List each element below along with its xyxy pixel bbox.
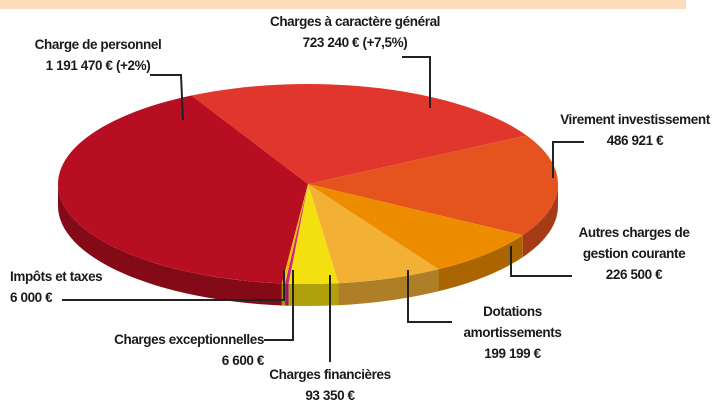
top-strip <box>0 0 686 9</box>
value-label: 486 921 € <box>606 133 664 148</box>
slice-label: Virement investissement 486 921 € <box>555 109 715 151</box>
category-label: Impôts et taxes <box>10 269 103 284</box>
category-label: Charges exceptionnelles <box>114 332 264 347</box>
leader-line <box>62 270 285 301</box>
value-label: 93 350 € <box>305 388 355 403</box>
slice-side <box>285 283 289 306</box>
slice <box>58 95 308 284</box>
slice <box>285 184 308 284</box>
value-label: 6 000 € <box>10 290 53 305</box>
category-label: Dotations amortissements <box>463 304 562 340</box>
leader-line <box>402 56 431 108</box>
value-label: 1 191 470 € (+2%) <box>45 58 151 73</box>
slice <box>308 135 558 236</box>
pie <box>58 83 558 307</box>
slice <box>288 184 339 284</box>
value-label: 723 240 € (+7,5%) <box>302 35 408 50</box>
slice-side <box>438 235 523 292</box>
slice-label: Charges financières 93 350 € <box>250 364 410 403</box>
slice-label: Dotations amortissements 199 199 € <box>455 301 570 364</box>
category-label: Charge de personnel <box>34 37 162 52</box>
slice-label: Charges à caractère général 723 240 € (+7… <box>255 11 455 53</box>
category-label: Autres charges de gestion courante <box>578 225 690 261</box>
slice-side <box>522 184 558 258</box>
slice <box>308 184 439 284</box>
category-label: Virement investissement <box>560 112 710 127</box>
leader-line <box>264 270 294 341</box>
slice <box>191 83 527 184</box>
value-label: 199 199 € <box>484 346 541 361</box>
value-label: 226 500 € <box>605 267 663 282</box>
slice-side <box>288 283 339 307</box>
slice-label: Charge de personnel 1 191 470 € (+2%) <box>18 34 178 76</box>
slice-label: Charges exceptionnelles 6 600 € <box>82 329 264 371</box>
slice <box>308 184 523 270</box>
slice-side <box>338 269 439 306</box>
leader-line <box>552 141 584 178</box>
value-label: 6 600 € <box>221 353 265 368</box>
slice-label: Autres charges de gestion courante 226 50… <box>568 222 700 285</box>
slice <box>281 184 308 284</box>
leader-line <box>150 74 184 121</box>
category-label: Charges financières <box>269 367 391 382</box>
slice-label: Impôts et taxes 6 000 € <box>10 266 150 308</box>
leader-line <box>407 270 452 323</box>
leader-line <box>510 246 572 277</box>
category-label: Charges à caractère général <box>269 14 441 29</box>
slice-side <box>58 184 282 306</box>
